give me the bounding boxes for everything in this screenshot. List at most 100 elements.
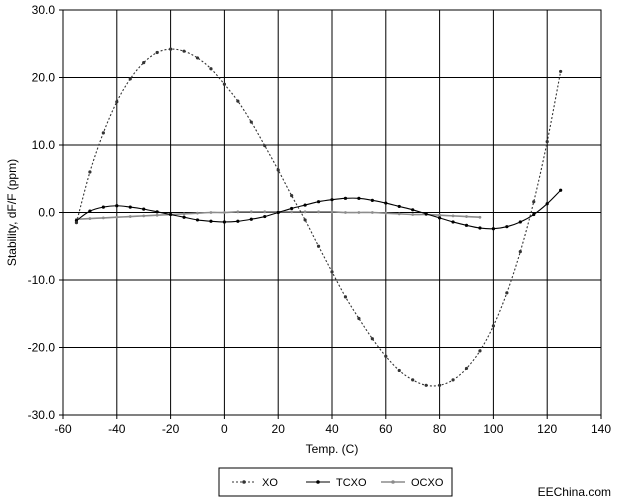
data-point-tcxo [357,196,361,200]
data-point-ocxo [236,210,240,214]
data-point-ocxo [303,210,307,214]
data-point-ocxo [357,211,361,214]
data-point-ocxo [196,211,199,215]
legend-entry-ocxo: OCXO [381,477,444,489]
data-point-xo [478,349,482,353]
data-point-xo [142,61,146,65]
data-point-tcxo [249,217,253,221]
data-point-tcxo [384,201,388,205]
data-point-xo [451,378,455,382]
data-point-ocxo [142,214,146,218]
data-point-ocxo [223,211,226,214]
data-point-tcxo [518,220,522,224]
data-point-tcxo [290,206,294,211]
data-point-ocxo [344,211,347,214]
data-point-tcxo [424,212,428,216]
data-point-xo [155,50,159,55]
x-tick-label: 60 [379,422,393,436]
series-layer [74,47,563,387]
y-tick-label: 10.0 [32,138,56,152]
y-tick-label: -10.0 [28,273,56,287]
data-point-ocxo [263,210,267,214]
data-point-xo [263,144,267,148]
data-point-xo [532,200,536,204]
data-point-ocxo [451,214,455,218]
data-point-tcxo [101,205,105,209]
data-point-xo [195,56,200,60]
data-point-tcxo [209,219,213,223]
series-xo [74,47,563,387]
x-tick-label: -20 [162,422,180,436]
data-point-ocxo [397,212,401,216]
data-point-xo [357,316,361,321]
data-point-xo [101,131,105,135]
data-point-xo [370,337,374,341]
data-point-xo [222,82,226,86]
series-tcxo [74,188,563,231]
data-point-tcxo [236,219,240,223]
x-tick-label: 100 [483,422,503,436]
legend-box [218,467,453,497]
x-tick-label: 120 [537,422,557,436]
y-tick-label: 30.0 [32,3,56,17]
data-point-ocxo [370,211,374,214]
data-point-tcxo [316,200,321,204]
data-point-ocxo [155,213,159,217]
data-point-ocxo [330,210,334,214]
data-point-xo [316,244,321,248]
x-tick-label: 40 [325,422,339,436]
legend: XO TCXO OCXO [218,467,453,497]
data-point-xo [491,324,495,328]
series-line-xo [75,48,562,387]
data-point-tcxo [88,209,92,213]
data-point-xo [545,140,549,144]
data-point-tcxo [478,226,482,230]
data-point-xo [505,291,509,295]
legend-label: TCXO [336,477,367,489]
data-point-tcxo [169,212,173,217]
x-tick-label: -60 [54,422,72,436]
data-point-tcxo [343,196,348,200]
data-point-tcxo [222,220,226,224]
data-point-ocxo [101,216,105,220]
data-point-xo [411,378,415,382]
y-tick-label: 0.0 [38,206,55,220]
data-point-xo [88,170,92,174]
data-point-tcxo [545,202,549,206]
data-point-xo [518,250,522,254]
data-point-tcxo [491,227,495,231]
legend-swatch-marker [391,480,395,484]
data-point-tcxo [559,188,563,192]
data-point-ocxo [115,215,119,219]
data-point-tcxo [397,204,401,209]
legend-entry-tcxo: TCXO [306,477,367,489]
legend-swatch-marker [242,480,246,484]
data-point-tcxo [276,210,280,215]
legend-label: OCXO [411,477,444,489]
data-point-tcxo [142,207,146,211]
data-point-tcxo [115,204,119,208]
data-point-tcxo [532,212,536,217]
data-point-xo [303,218,307,222]
x-tick-label: -40 [108,422,126,436]
data-point-xo [276,168,280,172]
x-tick-label: 0 [221,422,228,436]
data-point-ocxo [317,210,320,214]
data-point-xo [424,383,428,387]
data-point-tcxo [330,198,334,202]
legend-label: XO [262,477,278,489]
data-point-xo [236,99,240,103]
data-point-tcxo [195,218,200,222]
x-tick-label: 80 [433,422,447,436]
data-point-ocxo [465,215,468,218]
data-point-xo [169,47,173,51]
data-point-xo [74,221,79,225]
data-point-xo [384,354,388,358]
data-point-tcxo [182,215,186,219]
data-point-xo [464,366,469,371]
watermark-text: EEChina.com [538,485,611,499]
data-point-tcxo [411,208,415,212]
x-axis-title: Temp. (C) [306,442,359,456]
data-point-xo [397,368,401,373]
